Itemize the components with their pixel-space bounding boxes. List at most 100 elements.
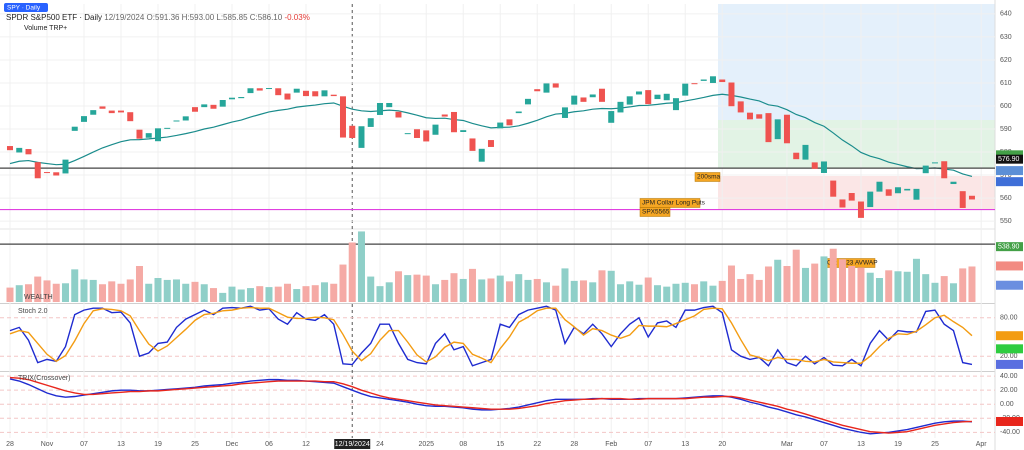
candle [552,83,559,88]
volume-bar [764,266,772,302]
indicator-line [9,378,973,435]
volume-bar [89,279,97,302]
fib-zone-green [718,120,995,168]
candle [802,144,809,160]
candle [719,79,726,83]
candle [228,97,235,100]
volume-bar [413,274,421,302]
x-tick-label: 12 [302,441,310,448]
candle [626,96,633,105]
volume-bar [505,281,513,302]
candle [515,111,522,114]
candle [441,114,448,117]
volume-bar [589,282,597,302]
candle [709,76,716,83]
volume-bar [246,288,254,302]
volume-bar [561,268,569,302]
symbol-badge[interactable] [4,3,48,12]
x-tick-label: 2025 [418,441,434,448]
moving-average [9,93,973,178]
x-tick-label: Apr [976,441,988,448]
y-tick-label: 630 [1000,34,1012,41]
volume-bar [949,283,957,302]
y-tick-label: -40.00 [1000,429,1020,436]
candle [737,101,744,113]
candle [191,107,198,112]
volume-bar [265,287,273,302]
candle [857,201,864,218]
volume-bar [801,267,809,302]
candle [682,83,689,96]
candle [691,83,698,85]
volume-bar [135,266,143,302]
candle [117,110,124,113]
x-tick-label: 25 [931,441,939,448]
volume-bar [672,283,680,302]
candle [265,88,272,90]
candle [339,96,346,138]
symbol-badge-text[interactable]: SPY · Daily [7,5,41,12]
volume-bar [367,276,375,302]
volume-bar [385,282,393,302]
x-tick-label: Mar [781,441,794,448]
volume-bar [690,284,698,302]
candle [571,95,578,105]
crosshair-label-box [334,439,371,449]
volume-bar [450,273,458,302]
volume-bar [533,278,541,302]
volume-bar [811,263,819,302]
volume-bar [311,285,319,302]
volume-bar [885,270,893,302]
candle [423,130,430,142]
candle [617,101,624,113]
volume-bar [459,278,467,302]
indicator-line [9,305,973,367]
volume-bar [727,265,735,302]
y-tick-label: 620 [1000,57,1012,64]
volume-bar [24,284,32,302]
candle [598,88,605,102]
volume-bar [524,279,532,302]
volume-bar [468,268,476,302]
volume-bar [894,271,902,302]
crosshair-label: 12/19/2024 [335,441,370,448]
volume-bar [163,279,171,302]
volume-bar [774,259,782,302]
volume-bar [820,256,828,302]
candle [774,119,781,140]
x-tick-label: 08 [459,441,467,448]
volume-bar [404,275,412,302]
candle [543,83,550,93]
candle [959,191,966,208]
volume-bar [80,279,88,302]
volume-bar [931,282,939,302]
candle [469,138,476,151]
price-tag [996,416,1023,426]
legend-header: SPDR S&P500 ETF · Daily 12/19/2024 O:591… [6,13,310,22]
candle [580,97,587,102]
candle [293,88,300,93]
volume-bar [838,259,846,302]
x-tick-label: 28 [6,441,14,448]
candle [922,165,929,174]
annotation: SPX5565 [642,209,670,216]
candle [99,106,106,109]
annotation-box [694,172,721,182]
volume-bar [866,272,874,302]
candle [302,90,309,97]
candle [367,118,374,127]
candle [848,193,855,201]
volume-bar [274,286,282,302]
candle [71,126,78,131]
volume-bar [117,283,125,302]
candle [219,100,226,107]
price-tag [996,344,1023,354]
candle [524,98,531,105]
volume-bar [283,283,291,302]
candle [284,93,291,100]
price-tag-label: 538.90 [998,243,1020,250]
volume-bar [875,278,883,302]
volume-bar [209,288,217,302]
volume-bar [61,283,69,302]
candle [330,94,337,97]
